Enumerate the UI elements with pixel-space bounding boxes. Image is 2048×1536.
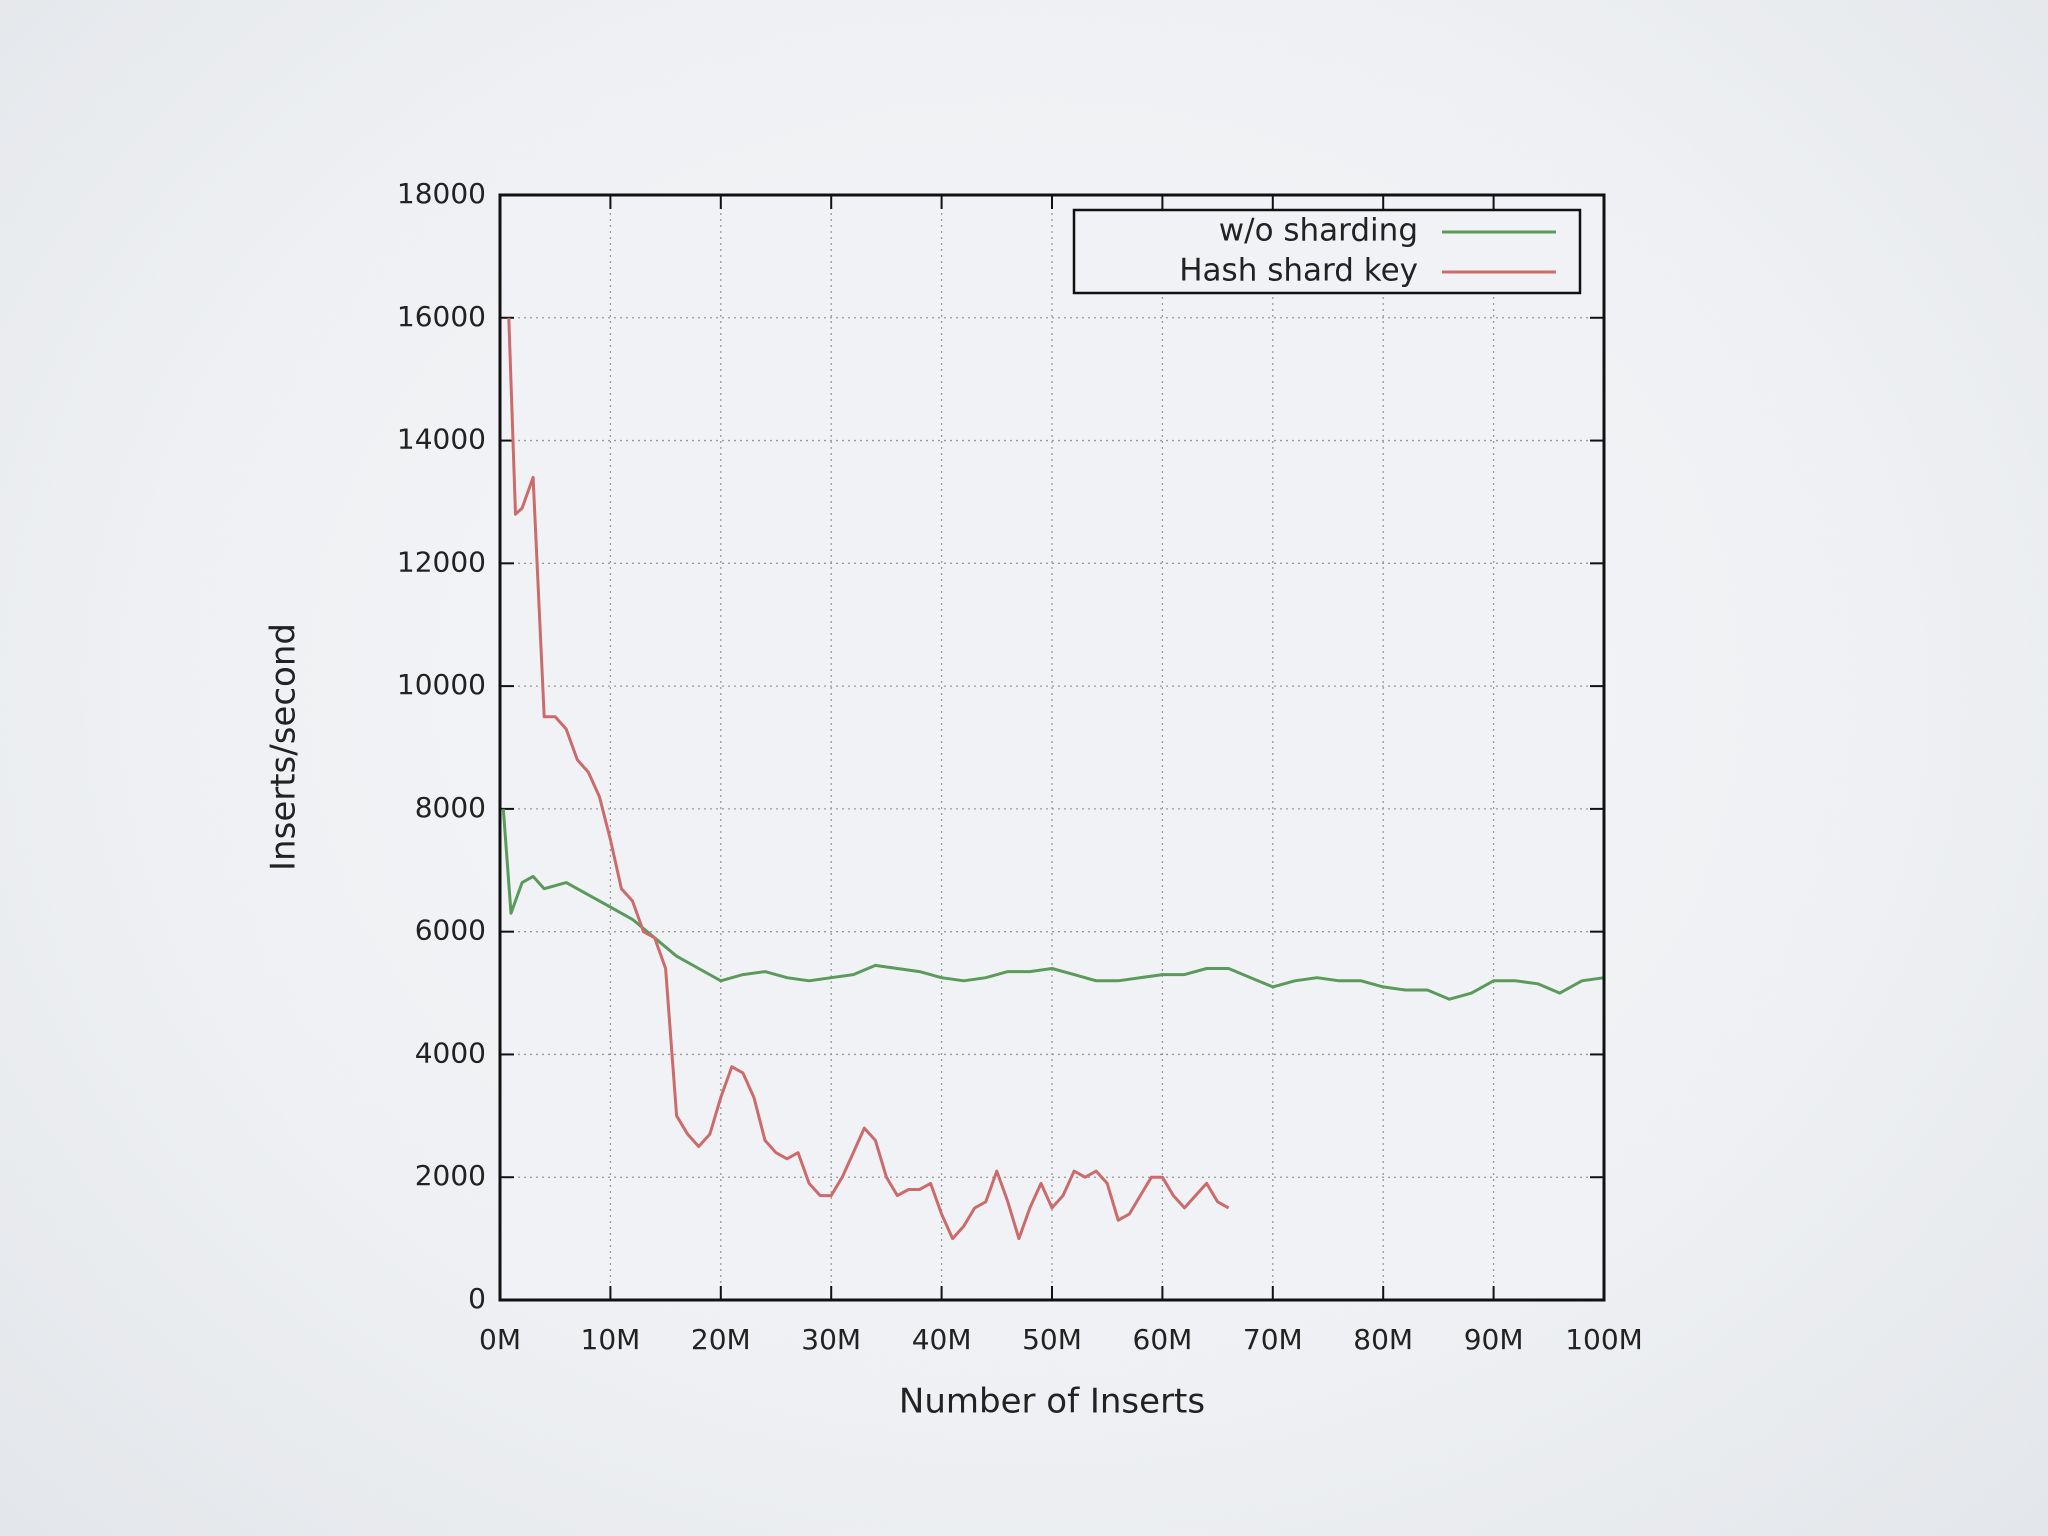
x-tick-label: 90M [1464, 1323, 1524, 1356]
series-line [501, 808, 1605, 1001]
y-tick-label: 4000 [415, 1036, 486, 1069]
x-axis-label: Number of Inserts [899, 1382, 1205, 1422]
series-line [507, 317, 1230, 1241]
y-tick-label: 16000 [397, 300, 486, 333]
x-tick-label: 10M [581, 1323, 641, 1356]
x-tick-label: 60M [1133, 1323, 1193, 1356]
x-tick-label: 40M [912, 1323, 972, 1356]
x-tick-label: 20M [691, 1323, 751, 1356]
y-tick-label: 14000 [397, 423, 486, 456]
y-tick-label: 8000 [415, 791, 486, 824]
y-tick-label: 10000 [397, 668, 486, 701]
y-tick-label: 18000 [397, 177, 486, 210]
x-tick-label: 30M [801, 1323, 861, 1356]
legend-label: w/o sharding [1219, 213, 1418, 249]
x-tick-label: 100M [1565, 1323, 1643, 1356]
plot-frame [498, 193, 1606, 1302]
x-tick-label: 80M [1353, 1323, 1413, 1356]
legend-box [1072, 208, 1582, 295]
legend-label: Hash shard key [1179, 253, 1418, 289]
x-tick-label: 70M [1243, 1323, 1303, 1356]
y-tick-label: 2000 [415, 1159, 486, 1192]
y-tick-label: 0 [468, 1282, 486, 1315]
y-tick-label: 12000 [397, 545, 486, 578]
x-tick-label: 0M [479, 1323, 521, 1356]
x-tick-label: 50M [1022, 1323, 1082, 1356]
y-tick-label: 6000 [415, 914, 486, 947]
y-axis-label: Inserts/second [264, 623, 304, 871]
